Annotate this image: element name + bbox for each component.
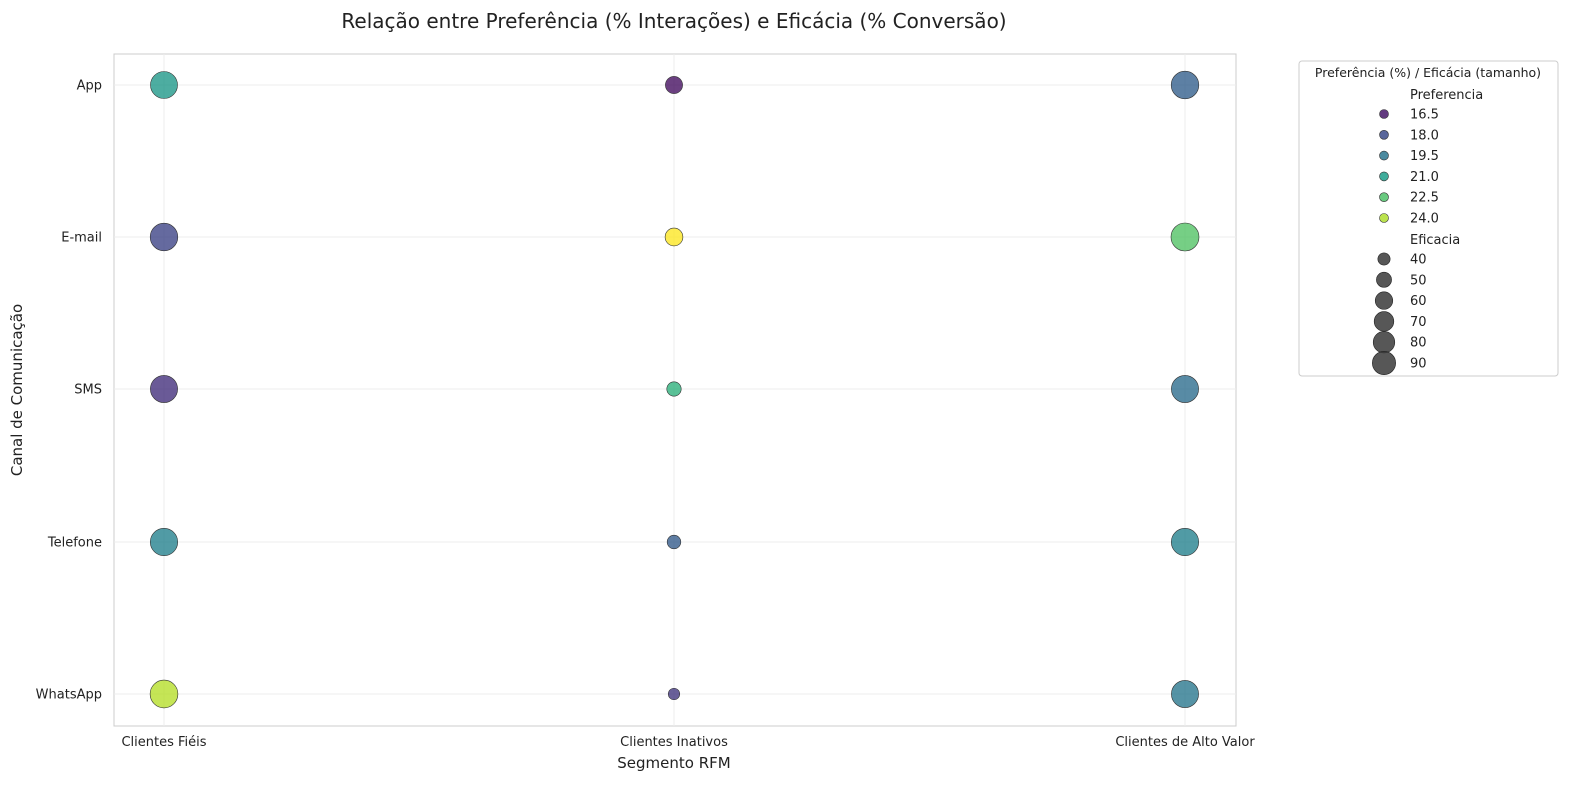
legend-size-marker <box>1372 351 1396 375</box>
data-point <box>1170 527 1200 557</box>
legend-size-label: 90 <box>1410 357 1427 372</box>
legend: Preferência (%) / Eficácia (tamanho) Pre… <box>1298 60 1559 377</box>
x-axis-label: Segmento RFM <box>617 754 730 772</box>
legend-hue-label: 18.0 <box>1410 128 1439 143</box>
data-point <box>149 679 179 709</box>
legend-hue-label: 22.5 <box>1410 191 1439 206</box>
data-point <box>1171 375 1199 403</box>
legend-hue-marker <box>1379 171 1389 182</box>
legend-size-marker <box>1377 252 1391 266</box>
legend-hue-label: 19.5 <box>1410 149 1439 164</box>
legend-size-marker <box>1374 291 1394 310</box>
legend-hue-marker <box>1379 213 1389 223</box>
x-tick-label: Clientes Inativos <box>620 735 728 750</box>
legend-size-marker <box>1376 271 1392 288</box>
legend-size-label: 50 <box>1410 273 1427 288</box>
legend-hue-label: 16.5 <box>1410 108 1439 123</box>
legend-hue-marker <box>1379 150 1389 161</box>
legend-hue-marker <box>1379 130 1389 140</box>
data-point <box>666 381 682 397</box>
legend-size-marker <box>1372 331 1396 354</box>
legend-size-label: 80 <box>1410 336 1427 351</box>
data-point <box>1170 70 1200 100</box>
data-point <box>150 71 178 99</box>
legend-size-title: Eficacia <box>1410 233 1460 248</box>
y-tick-label: SMS <box>74 383 102 398</box>
x-tick-label: Clientes de Alto Valor <box>1115 735 1255 750</box>
data-point <box>666 534 682 550</box>
legend-hue-label: 24.0 <box>1410 212 1439 227</box>
legend-hue-label: 21.0 <box>1410 170 1439 185</box>
legend-size-label: 70 <box>1410 315 1427 330</box>
legend-size-label: 60 <box>1410 294 1427 309</box>
y-tick-label: E-mail <box>61 231 102 246</box>
legend-hue-marker <box>1379 192 1389 202</box>
legend-hue-title: Preferencia <box>1410 88 1483 103</box>
y-axis-label: Canal de Comunicação <box>8 304 26 476</box>
data-point <box>150 375 178 403</box>
tick-labels: Clientes Fiéis Clientes Inativos Clientes … <box>36 79 1256 751</box>
data-point <box>667 687 681 701</box>
data-points <box>149 70 1200 709</box>
x-tick-label: Clientes Fiéis <box>121 735 206 750</box>
y-tick-label: Telefone <box>47 536 102 551</box>
legend-size-label: 40 <box>1410 253 1427 268</box>
data-point <box>665 76 683 94</box>
legend-hue-marker <box>1379 109 1389 119</box>
data-point <box>1171 680 1199 708</box>
legend-size-marker <box>1373 311 1395 332</box>
legend-title: Preferência (%) / Eficácia (tamanho) <box>1315 65 1541 80</box>
legend-frame <box>1298 60 1559 377</box>
data-point <box>664 227 684 247</box>
y-tick-label: WhatsApp <box>36 688 102 703</box>
legend-items: 16.5 18.0 19.5 21.0 22.5 24.0 40 50 60 70 80 90 <box>1372 108 1439 375</box>
data-point <box>149 527 179 557</box>
data-point <box>1170 222 1200 252</box>
y-tick-label: App <box>77 79 102 94</box>
data-point <box>149 222 179 252</box>
chart-title: Relação entre Preferência (% Interações)… <box>341 9 1006 33</box>
